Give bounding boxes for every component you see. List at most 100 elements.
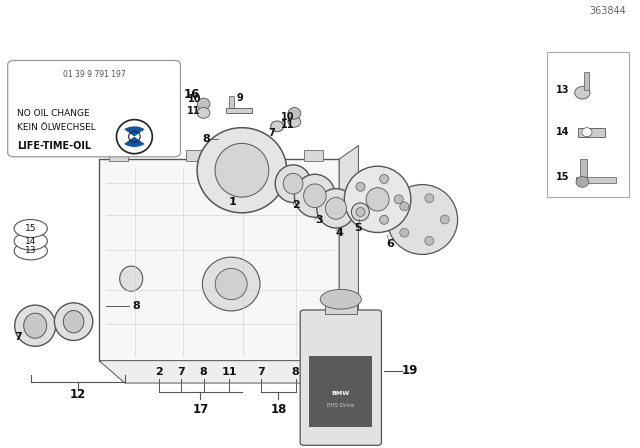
Bar <box>186 150 205 161</box>
Ellipse shape <box>197 128 287 213</box>
Text: 11: 11 <box>280 121 294 130</box>
Ellipse shape <box>116 120 152 154</box>
Text: 11: 11 <box>221 367 237 377</box>
Ellipse shape <box>15 305 56 346</box>
Text: 16: 16 <box>184 87 200 101</box>
FancyBboxPatch shape <box>300 310 381 445</box>
Text: 17: 17 <box>192 403 209 417</box>
Ellipse shape <box>197 108 210 118</box>
Text: 7: 7 <box>269 128 275 138</box>
Text: 3: 3 <box>315 215 323 224</box>
Text: 8: 8 <box>200 367 207 377</box>
Ellipse shape <box>394 195 403 204</box>
Ellipse shape <box>575 86 590 99</box>
Text: 13: 13 <box>556 85 570 95</box>
Ellipse shape <box>351 203 369 221</box>
Text: 18: 18 <box>270 403 287 417</box>
Text: 6: 6 <box>387 239 394 249</box>
Text: 10: 10 <box>280 112 294 122</box>
Text: 01 39 9 791 197: 01 39 9 791 197 <box>63 70 125 79</box>
Ellipse shape <box>400 202 409 211</box>
Text: 8: 8 <box>132 301 140 310</box>
Ellipse shape <box>366 188 389 211</box>
Bar <box>324 296 357 314</box>
Ellipse shape <box>326 198 347 219</box>
Ellipse shape <box>400 228 409 237</box>
Ellipse shape <box>14 220 47 237</box>
Text: 15: 15 <box>556 172 570 181</box>
Text: NO OIL CHANGE: NO OIL CHANGE <box>17 109 90 118</box>
Ellipse shape <box>284 173 303 194</box>
Text: 11: 11 <box>186 106 200 116</box>
Text: 1: 1 <box>228 198 236 207</box>
Text: 9: 9 <box>237 93 243 103</box>
Ellipse shape <box>24 313 47 338</box>
Bar <box>580 159 587 177</box>
Text: 10: 10 <box>188 94 202 103</box>
Ellipse shape <box>356 207 365 216</box>
Bar <box>304 150 323 161</box>
Ellipse shape <box>275 165 311 202</box>
FancyBboxPatch shape <box>99 159 339 361</box>
Text: 2: 2 <box>292 200 300 210</box>
Wedge shape <box>134 129 149 144</box>
Text: 7: 7 <box>177 367 185 377</box>
Ellipse shape <box>576 177 589 187</box>
Polygon shape <box>339 146 358 361</box>
Ellipse shape <box>582 128 592 137</box>
Ellipse shape <box>425 237 434 246</box>
Ellipse shape <box>317 189 355 228</box>
Bar <box>229 96 234 108</box>
Bar <box>109 150 128 161</box>
Text: 4: 4 <box>335 228 343 238</box>
Wedge shape <box>124 126 145 137</box>
Ellipse shape <box>288 108 301 119</box>
Ellipse shape <box>215 268 247 300</box>
FancyBboxPatch shape <box>547 52 629 197</box>
Text: 8: 8 <box>292 367 300 377</box>
Ellipse shape <box>202 257 260 311</box>
Ellipse shape <box>120 266 143 291</box>
Text: 2: 2 <box>155 367 163 377</box>
Ellipse shape <box>380 174 388 183</box>
Text: 15: 15 <box>25 224 36 233</box>
Text: 7: 7 <box>14 332 22 342</box>
Text: LIFE-TIME-OIL: LIFE-TIME-OIL <box>17 141 92 151</box>
Ellipse shape <box>356 182 365 191</box>
Bar <box>309 356 372 427</box>
Ellipse shape <box>14 232 47 250</box>
Text: 14: 14 <box>556 127 570 137</box>
Text: 19: 19 <box>401 364 418 378</box>
Ellipse shape <box>63 310 84 333</box>
Ellipse shape <box>271 121 284 132</box>
Ellipse shape <box>215 143 269 197</box>
Text: 12: 12 <box>70 388 86 401</box>
Polygon shape <box>99 361 339 383</box>
Text: 363844: 363844 <box>589 6 626 16</box>
Ellipse shape <box>344 166 411 233</box>
Text: BMW: BMW <box>332 391 350 396</box>
Ellipse shape <box>14 242 47 260</box>
Ellipse shape <box>197 98 210 110</box>
Text: 8: 8 <box>202 134 210 144</box>
Wedge shape <box>120 129 134 144</box>
Ellipse shape <box>288 116 301 127</box>
Ellipse shape <box>303 184 326 207</box>
Ellipse shape <box>425 194 434 202</box>
Bar <box>226 108 252 113</box>
Ellipse shape <box>440 215 449 224</box>
Ellipse shape <box>294 174 335 217</box>
Text: EHS Drive: EHS Drive <box>327 403 355 409</box>
Ellipse shape <box>54 303 93 340</box>
Text: KEIN ÖLWECHSEL: KEIN ÖLWECHSEL <box>17 123 96 132</box>
Bar <box>576 177 616 183</box>
Polygon shape <box>578 128 605 137</box>
Text: 7: 7 <box>257 367 265 377</box>
Ellipse shape <box>380 215 388 224</box>
Wedge shape <box>124 137 145 147</box>
Text: 5: 5 <box>355 224 362 233</box>
Ellipse shape <box>387 185 458 254</box>
Ellipse shape <box>320 289 362 309</box>
Text: 14: 14 <box>25 237 36 246</box>
Bar <box>584 72 589 90</box>
